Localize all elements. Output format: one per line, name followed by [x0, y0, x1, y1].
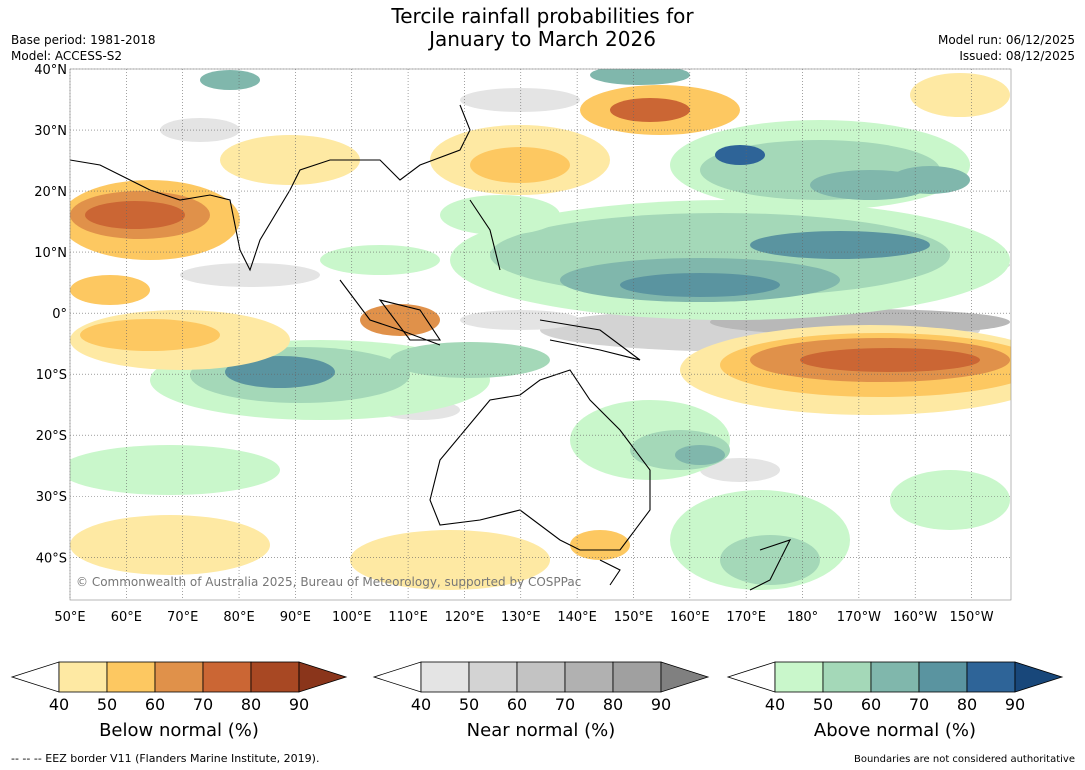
colorbar-segment — [774, 661, 824, 693]
colorbar-tick-label: 60 — [861, 695, 881, 714]
colorbar-tick-label: 90 — [1005, 695, 1025, 714]
colorbar-segment — [822, 661, 872, 693]
lon-label: 160°W — [893, 610, 937, 625]
colorbar-right-extension — [1014, 661, 1064, 693]
lon-label: 130°E — [501, 610, 541, 625]
model-name: Model: ACCESS-S2 — [11, 49, 123, 63]
copyright-notice: © Commonwealth of Australia 2025, Bureau… — [76, 575, 581, 589]
lon-label: 150°E — [614, 610, 654, 625]
philippines-coastline — [469, 199, 501, 271]
colorbar-tick-label: 80 — [241, 695, 261, 714]
lon-label: 50°E — [54, 610, 85, 625]
colorbar-segment — [516, 661, 566, 693]
colorbar-tick-label: 90 — [289, 695, 309, 714]
colorbar-tick-label: 40 — [411, 695, 431, 714]
asia-coastline — [70, 104, 471, 272]
colorbar-tick-label: 80 — [603, 695, 623, 714]
colorbar-tick-label: 40 — [765, 695, 785, 714]
model-run: Model run: 06/12/2025 — [937, 33, 1075, 47]
lat-label: 30°S — [36, 490, 67, 505]
colorbar-left-extension — [10, 661, 60, 693]
longitude-labels: 50°E 60°E 70°E 80°E 90°E 100°E 110°E 120°E 130°E… — [54, 610, 993, 625]
lat-label: 40°N — [34, 63, 67, 78]
colorbar-2: 40 50 60 70 80 90 Near normal (%) — [372, 661, 710, 741]
colorbar-tick-label: 60 — [507, 695, 527, 714]
below-normal-patches — [70, 73, 1011, 590]
lon-label: 120°E — [445, 610, 485, 625]
colorbar-left-extension — [726, 661, 776, 693]
coastlines — [70, 104, 792, 591]
lon-label: 90°E — [280, 610, 311, 625]
lon-label: 80°E — [223, 610, 254, 625]
colorbar-1: 40 50 60 70 80 90 Below normal (%) — [10, 661, 348, 741]
colorbar-right-extension — [660, 661, 710, 693]
colorbars: 40 50 60 70 80 90 Below normal (%) 40 50 60 70 80 90… — [10, 661, 1064, 741]
australia-coastline — [429, 369, 651, 551]
tasmania-coastline — [599, 559, 621, 586]
colorbar-segment — [966, 661, 1016, 693]
tercile-map: 40°N 30°N 20°N 10°N 0° 10°S 20°S 30°S 40°S 50°E 6… — [10, 63, 1064, 741]
map-title-line-1: Tercile rainfall probabilities for — [391, 4, 694, 28]
lat-label: 30°N — [34, 124, 67, 139]
latitude-labels: 40°N 30°N 20°N 10°N 0° 10°S 20°S 30°S 40°S — [34, 63, 67, 566]
colorbar-segment — [106, 661, 156, 693]
colorbar-tick-label: 50 — [813, 695, 833, 714]
lon-label: 140°E — [557, 610, 597, 625]
colorbar-tick-label: 50 — [97, 695, 117, 714]
colorbar-segment — [468, 661, 518, 693]
colorbar-tick-label: 80 — [957, 695, 977, 714]
eez-border-note: -- -- -- EEZ border V11 (Flanders Marine… — [11, 752, 320, 765]
new-zealand-coastline — [749, 539, 792, 591]
colorbar-segment — [918, 661, 968, 693]
colorbar-title: Above normal (%) — [814, 720, 976, 741]
colorbar-tick-label: 60 — [145, 695, 165, 714]
lon-label: 170°E — [726, 610, 766, 625]
colorbar-left-extension — [372, 661, 422, 693]
lat-label: 20°S — [36, 429, 67, 444]
colorbar-segment — [202, 661, 252, 693]
colorbar-tick-label: 40 — [49, 695, 69, 714]
base-period: Base period: 1981-2018 — [11, 33, 156, 47]
lon-label: 100°E — [332, 610, 372, 625]
borneo-coastline — [378, 299, 442, 341]
lon-label: 180° — [787, 610, 818, 625]
issued-date: Issued: 08/12/2025 — [959, 49, 1075, 63]
lon-label: 70°E — [167, 610, 198, 625]
lon-label: 60°E — [111, 610, 142, 625]
lon-label: 150°W — [949, 610, 993, 625]
lat-label: 40°S — [36, 551, 67, 566]
meta-right: Model run: 06/12/2025 Issued: 08/12/2025 — [938, 32, 1075, 64]
sumatra-java-coastline — [339, 279, 441, 346]
lon-label: 160°E — [670, 610, 710, 625]
colorbar-title: Near normal (%) — [467, 720, 616, 741]
boundaries-disclaimer: Boundaries are not considered authoritat… — [853, 754, 1075, 765]
lon-label: 170°W — [837, 610, 881, 625]
colorbar-tick-label: 90 — [651, 695, 671, 714]
new-guinea-coastline — [539, 319, 641, 361]
colorbar-segment — [420, 661, 470, 693]
lat-label: 20°N — [34, 185, 67, 200]
map-title-line-2: January to March 2026 — [429, 27, 656, 51]
meta-left: Base period: 1981-2018 Model: ACCESS-S2 — [11, 32, 156, 64]
colorbar-segment — [58, 661, 108, 693]
lat-label: 10°N — [34, 246, 67, 261]
colorbar-segment — [612, 661, 662, 693]
colorbar-title: Below normal (%) — [99, 720, 259, 741]
colorbar-tick-label: 70 — [909, 695, 929, 714]
colorbar-tick-label: 50 — [459, 695, 479, 714]
colorbar-segment — [154, 661, 204, 693]
colorbar-segment — [870, 661, 920, 693]
colorbar-right-extension — [298, 661, 348, 693]
colorbar-segment — [250, 661, 300, 693]
map-area — [70, 69, 1011, 600]
lat-label: 0° — [52, 307, 67, 322]
lat-label: 10°S — [36, 368, 67, 383]
map-frame — [69, 68, 1012, 601]
lon-label: 110°E — [388, 610, 428, 625]
colorbar-segment — [564, 661, 614, 693]
colorbar-tick-label: 70 — [193, 695, 213, 714]
colorbar-tick-label: 70 — [555, 695, 575, 714]
colorbar-3: 40 50 60 70 80 90 Above normal (%) — [726, 661, 1064, 741]
